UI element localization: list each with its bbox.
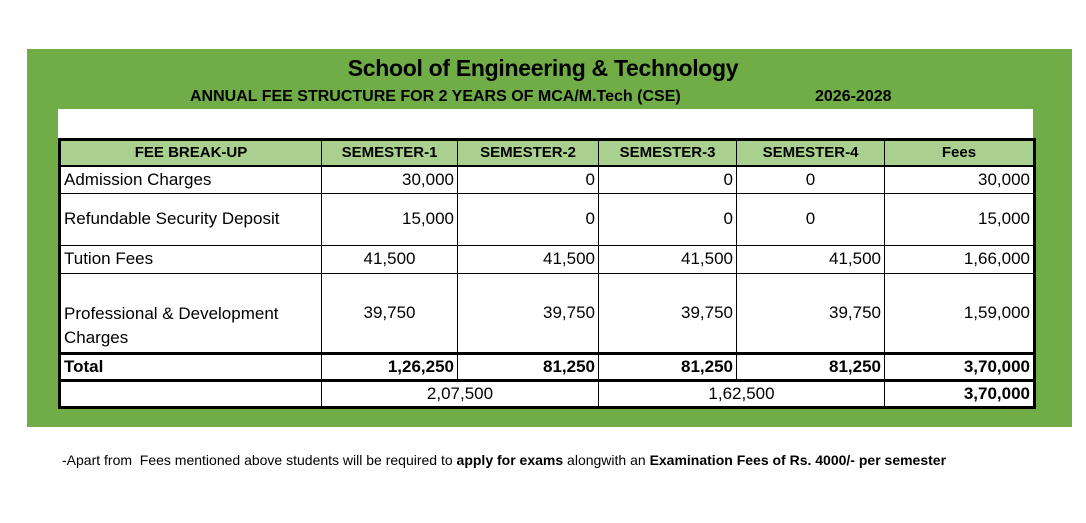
row-label: Tution Fees (59, 244, 322, 274)
total-semester-2: 81,250 (457, 351, 599, 381)
note-text: alongwith an (563, 452, 650, 468)
cell-semester-4: 0 (736, 165, 885, 194)
total-row: Total 1,26,250 81,250 81,250 81,250 3,70… (59, 351, 1035, 381)
table-header-row: FEE BREAK-UP SEMESTER-1 SEMESTER-2 SEMES… (59, 139, 1035, 167)
cell-fees: 1,66,000 (884, 244, 1035, 274)
cell-semester-4: 41,500 (736, 244, 885, 274)
empty-cell (59, 378, 322, 408)
table-row: Admission Charges 30,000 0 0 0 30,000 (59, 165, 1035, 194)
cell-semester-4: 39,750 (736, 272, 885, 354)
cell-semester-3: 39,750 (598, 272, 737, 354)
cell-fees: 1,59,000 (884, 272, 1035, 354)
column-header-semester-4: SEMESTER-4 (736, 139, 885, 167)
cell-fees: 30,000 (884, 165, 1035, 194)
cell-semester-4: 0 (736, 192, 885, 246)
note-emphasis: apply for exams (456, 452, 564, 468)
cell-semester-3: 0 (598, 192, 737, 246)
academic-year: 2026-2028 (815, 88, 892, 105)
cell-semester-1: 39,750 (321, 272, 458, 354)
cell-semester-2: 41,500 (457, 244, 599, 274)
note-emphasis: Examination Fees of Rs. 4000/- per semes… (649, 452, 947, 468)
row-label: Professional & Development Charges (59, 272, 322, 354)
table-row: Professional & Development Charges 39,75… (59, 272, 1035, 354)
exam-fee-note: -Apart from Fees mentioned above student… (62, 452, 946, 468)
cell-semester-2: 0 (457, 165, 599, 194)
column-header-semester-1: SEMESTER-1 (321, 139, 458, 167)
yearly-total-row: 2,07,500 1,62,500 3,70,000 (59, 378, 1035, 408)
total-fees: 3,70,000 (884, 351, 1035, 381)
cell-semester-1: 30,000 (321, 165, 458, 194)
row-label: Admission Charges (59, 165, 322, 194)
column-header-semester-3: SEMESTER-3 (598, 139, 737, 167)
cell-semester-2: 39,750 (457, 272, 599, 354)
table-row: Tution Fees 41,500 41,500 41,500 41,500 … (59, 244, 1035, 274)
column-header-semester-2: SEMESTER-2 (457, 139, 599, 167)
grand-total: 3,70,000 (884, 378, 1035, 408)
column-header-fees: Fees (884, 139, 1035, 167)
cell-fees: 15,000 (884, 192, 1035, 246)
row-label: Refundable Security Deposit (59, 192, 322, 246)
column-header-fee-breakup: FEE BREAK-UP (59, 139, 322, 167)
year-2-total: 1,62,500 (598, 378, 885, 408)
cell-semester-2: 0 (457, 192, 599, 246)
page-title: School of Engineering & Technology (347, 55, 739, 81)
year-1-total: 2,07,500 (321, 378, 599, 408)
cell-semester-1: 15,000 (321, 192, 458, 246)
total-semester-4: 81,250 (736, 351, 885, 381)
fee-table: FEE BREAK-UP SEMESTER-1 SEMESTER-2 SEMES… (58, 138, 1036, 409)
note-text: -Apart from Fees mentioned above student… (62, 452, 457, 468)
cell-semester-3: 41,500 (598, 244, 737, 274)
page-subtitle: ANNUAL FEE STRUCTURE FOR 2 YEARS OF MCA/… (190, 88, 681, 105)
total-semester-1: 1,26,250 (321, 351, 458, 381)
cell-semester-3: 0 (598, 165, 737, 194)
cell-semester-1: 41,500 (321, 244, 458, 274)
total-semester-3: 81,250 (598, 351, 737, 381)
table-row: Refundable Security Deposit 15,000 0 0 0… (59, 192, 1035, 246)
total-label: Total (59, 351, 322, 381)
